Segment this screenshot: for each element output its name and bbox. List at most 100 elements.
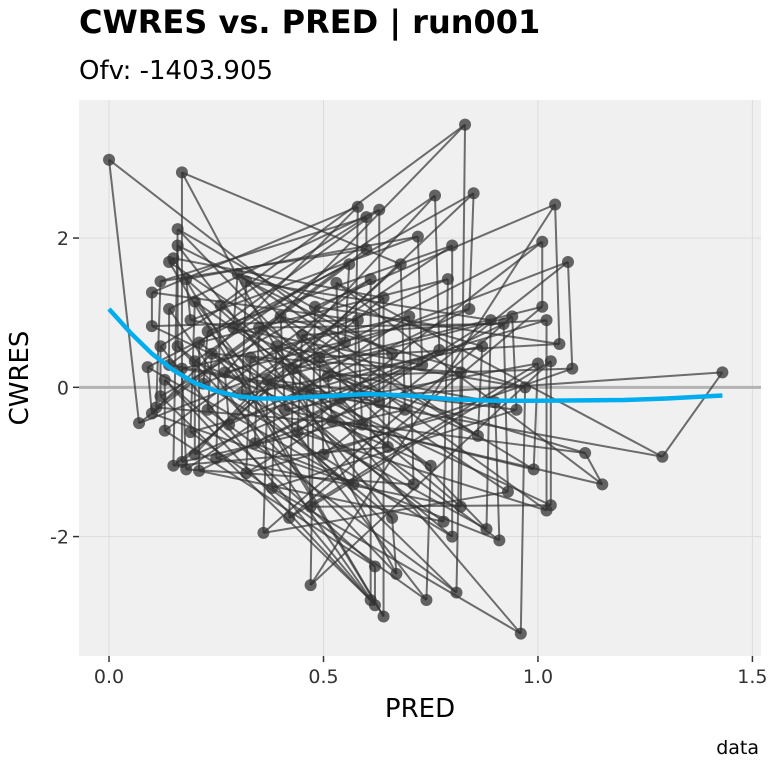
connector-line xyxy=(185,279,192,321)
data-point xyxy=(210,452,223,465)
data-point xyxy=(257,526,270,539)
connector-line xyxy=(223,372,231,425)
connector-line xyxy=(485,320,492,530)
data-point xyxy=(403,310,416,323)
data-point xyxy=(540,314,553,327)
data-point xyxy=(240,275,253,288)
connector-line xyxy=(245,280,488,530)
x-tick-label: 1.5 xyxy=(737,666,767,688)
data-point xyxy=(579,447,592,460)
connector-line xyxy=(297,431,547,512)
data-point xyxy=(154,390,167,403)
connector-line xyxy=(511,316,518,410)
data-point xyxy=(154,340,167,353)
connector-line xyxy=(494,402,501,541)
data-point xyxy=(193,464,206,477)
data-point xyxy=(501,485,514,498)
data-point xyxy=(244,351,257,364)
data-point xyxy=(549,198,562,211)
data-point xyxy=(351,200,364,213)
data-point xyxy=(261,373,274,386)
y-axis-title: CWRES xyxy=(5,331,35,426)
data-point xyxy=(184,426,197,439)
data-point xyxy=(364,273,377,286)
data-point xyxy=(398,403,411,416)
data-point xyxy=(519,381,532,394)
connector-line xyxy=(356,320,364,425)
connector-line xyxy=(263,490,509,534)
y-tick-label: 0 xyxy=(57,377,69,399)
data-point xyxy=(656,450,669,463)
data-point xyxy=(360,211,373,224)
data-point xyxy=(420,594,433,607)
connector-line xyxy=(455,372,462,593)
data-point xyxy=(459,118,472,131)
data-point xyxy=(205,347,218,360)
data-point xyxy=(596,478,609,491)
data-point xyxy=(158,373,171,386)
connector-line xyxy=(288,368,295,518)
data-point xyxy=(411,230,424,243)
data-point xyxy=(450,586,463,599)
connector-line xyxy=(245,357,252,474)
data-point xyxy=(716,366,729,379)
data-point xyxy=(253,321,266,334)
data-point xyxy=(536,235,549,248)
data-point xyxy=(321,370,334,383)
connector-line xyxy=(206,353,213,410)
connector-line xyxy=(280,315,535,471)
data-point xyxy=(484,314,497,327)
data-point xyxy=(493,534,506,547)
data-point xyxy=(201,325,214,338)
data-point xyxy=(356,418,369,431)
connector-line xyxy=(253,327,261,444)
data-point xyxy=(536,300,549,313)
smooth-trend-line xyxy=(107,307,723,404)
data-point xyxy=(351,314,364,327)
x-axis-title: PRED xyxy=(385,694,455,724)
connector-line xyxy=(314,203,556,308)
data-point xyxy=(446,530,459,543)
subject-connector-lines xyxy=(108,123,724,635)
data-point xyxy=(394,258,407,271)
data-point xyxy=(476,340,489,353)
data-point xyxy=(424,459,437,472)
data-point xyxy=(467,187,480,200)
data-point xyxy=(171,340,184,353)
data-point xyxy=(184,314,197,327)
data-point xyxy=(437,515,450,528)
data-point xyxy=(313,351,326,364)
connector-line xyxy=(202,331,209,384)
connector-line xyxy=(425,465,432,601)
data-point xyxy=(497,317,510,330)
data-point xyxy=(386,511,399,524)
connector-line xyxy=(352,206,359,485)
connector-line xyxy=(232,273,239,328)
data-point xyxy=(373,396,386,409)
data-point xyxy=(266,482,279,495)
connector-line xyxy=(661,371,724,458)
y-tick-label: -2 xyxy=(50,527,69,549)
data-point xyxy=(360,243,373,256)
connector-line xyxy=(327,367,573,378)
data-point xyxy=(296,329,309,342)
connector-line xyxy=(318,261,569,359)
data-point xyxy=(188,448,201,461)
data-point xyxy=(201,403,214,416)
connector-line xyxy=(343,264,351,343)
connector-line xyxy=(391,517,398,574)
connector-line xyxy=(340,397,663,458)
data-point xyxy=(506,310,519,323)
x-tick-label: 0.5 xyxy=(308,666,338,688)
connector-line xyxy=(168,208,380,310)
data-point xyxy=(441,273,454,286)
connector-line xyxy=(108,158,346,344)
connector-line xyxy=(176,345,398,575)
connector-line xyxy=(215,305,222,459)
connector-line xyxy=(309,306,316,586)
connector-line xyxy=(309,203,556,586)
connector-line xyxy=(554,204,561,345)
connector-line xyxy=(160,216,367,283)
data-point xyxy=(317,448,330,461)
connector-line xyxy=(228,192,475,426)
